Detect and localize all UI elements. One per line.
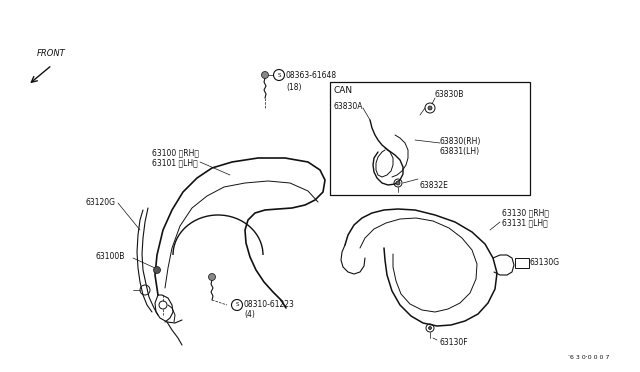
Text: 63130 〈RH〉: 63130 〈RH〉	[502, 208, 549, 217]
Text: 63131 〈LH〉: 63131 〈LH〉	[502, 218, 548, 227]
Text: 63130F: 63130F	[440, 338, 468, 347]
Text: S: S	[236, 302, 239, 308]
Circle shape	[428, 106, 432, 110]
Circle shape	[154, 266, 161, 273]
Text: ̈6 3 0⋅0 0 0 7: ̈6 3 0⋅0 0 0 7	[571, 355, 610, 360]
Text: 63830B: 63830B	[435, 90, 465, 99]
Text: CAN: CAN	[334, 86, 353, 95]
Text: 63830(RH): 63830(RH)	[440, 137, 481, 146]
Circle shape	[429, 327, 431, 330]
FancyBboxPatch shape	[515, 258, 529, 268]
Text: 63100B: 63100B	[95, 252, 124, 261]
Circle shape	[396, 181, 400, 185]
Text: 63832E: 63832E	[420, 181, 449, 190]
Text: 08310-61223: 08310-61223	[244, 300, 295, 309]
Text: 63830A: 63830A	[334, 102, 364, 111]
Text: 63100 〈RH〉: 63100 〈RH〉	[152, 148, 199, 157]
Circle shape	[262, 71, 269, 78]
FancyBboxPatch shape	[330, 82, 530, 195]
Text: S: S	[277, 73, 281, 77]
Text: (18): (18)	[286, 83, 301, 92]
Text: 63831(LH): 63831(LH)	[440, 147, 480, 156]
Text: 63120G: 63120G	[85, 198, 115, 207]
Text: 08363-61648: 08363-61648	[286, 71, 337, 80]
Text: FRONT: FRONT	[37, 49, 66, 58]
Text: (4): (4)	[244, 310, 255, 319]
Text: 63101 〈LH〉: 63101 〈LH〉	[152, 158, 198, 167]
Circle shape	[209, 273, 216, 280]
Text: 63130G: 63130G	[530, 258, 560, 267]
